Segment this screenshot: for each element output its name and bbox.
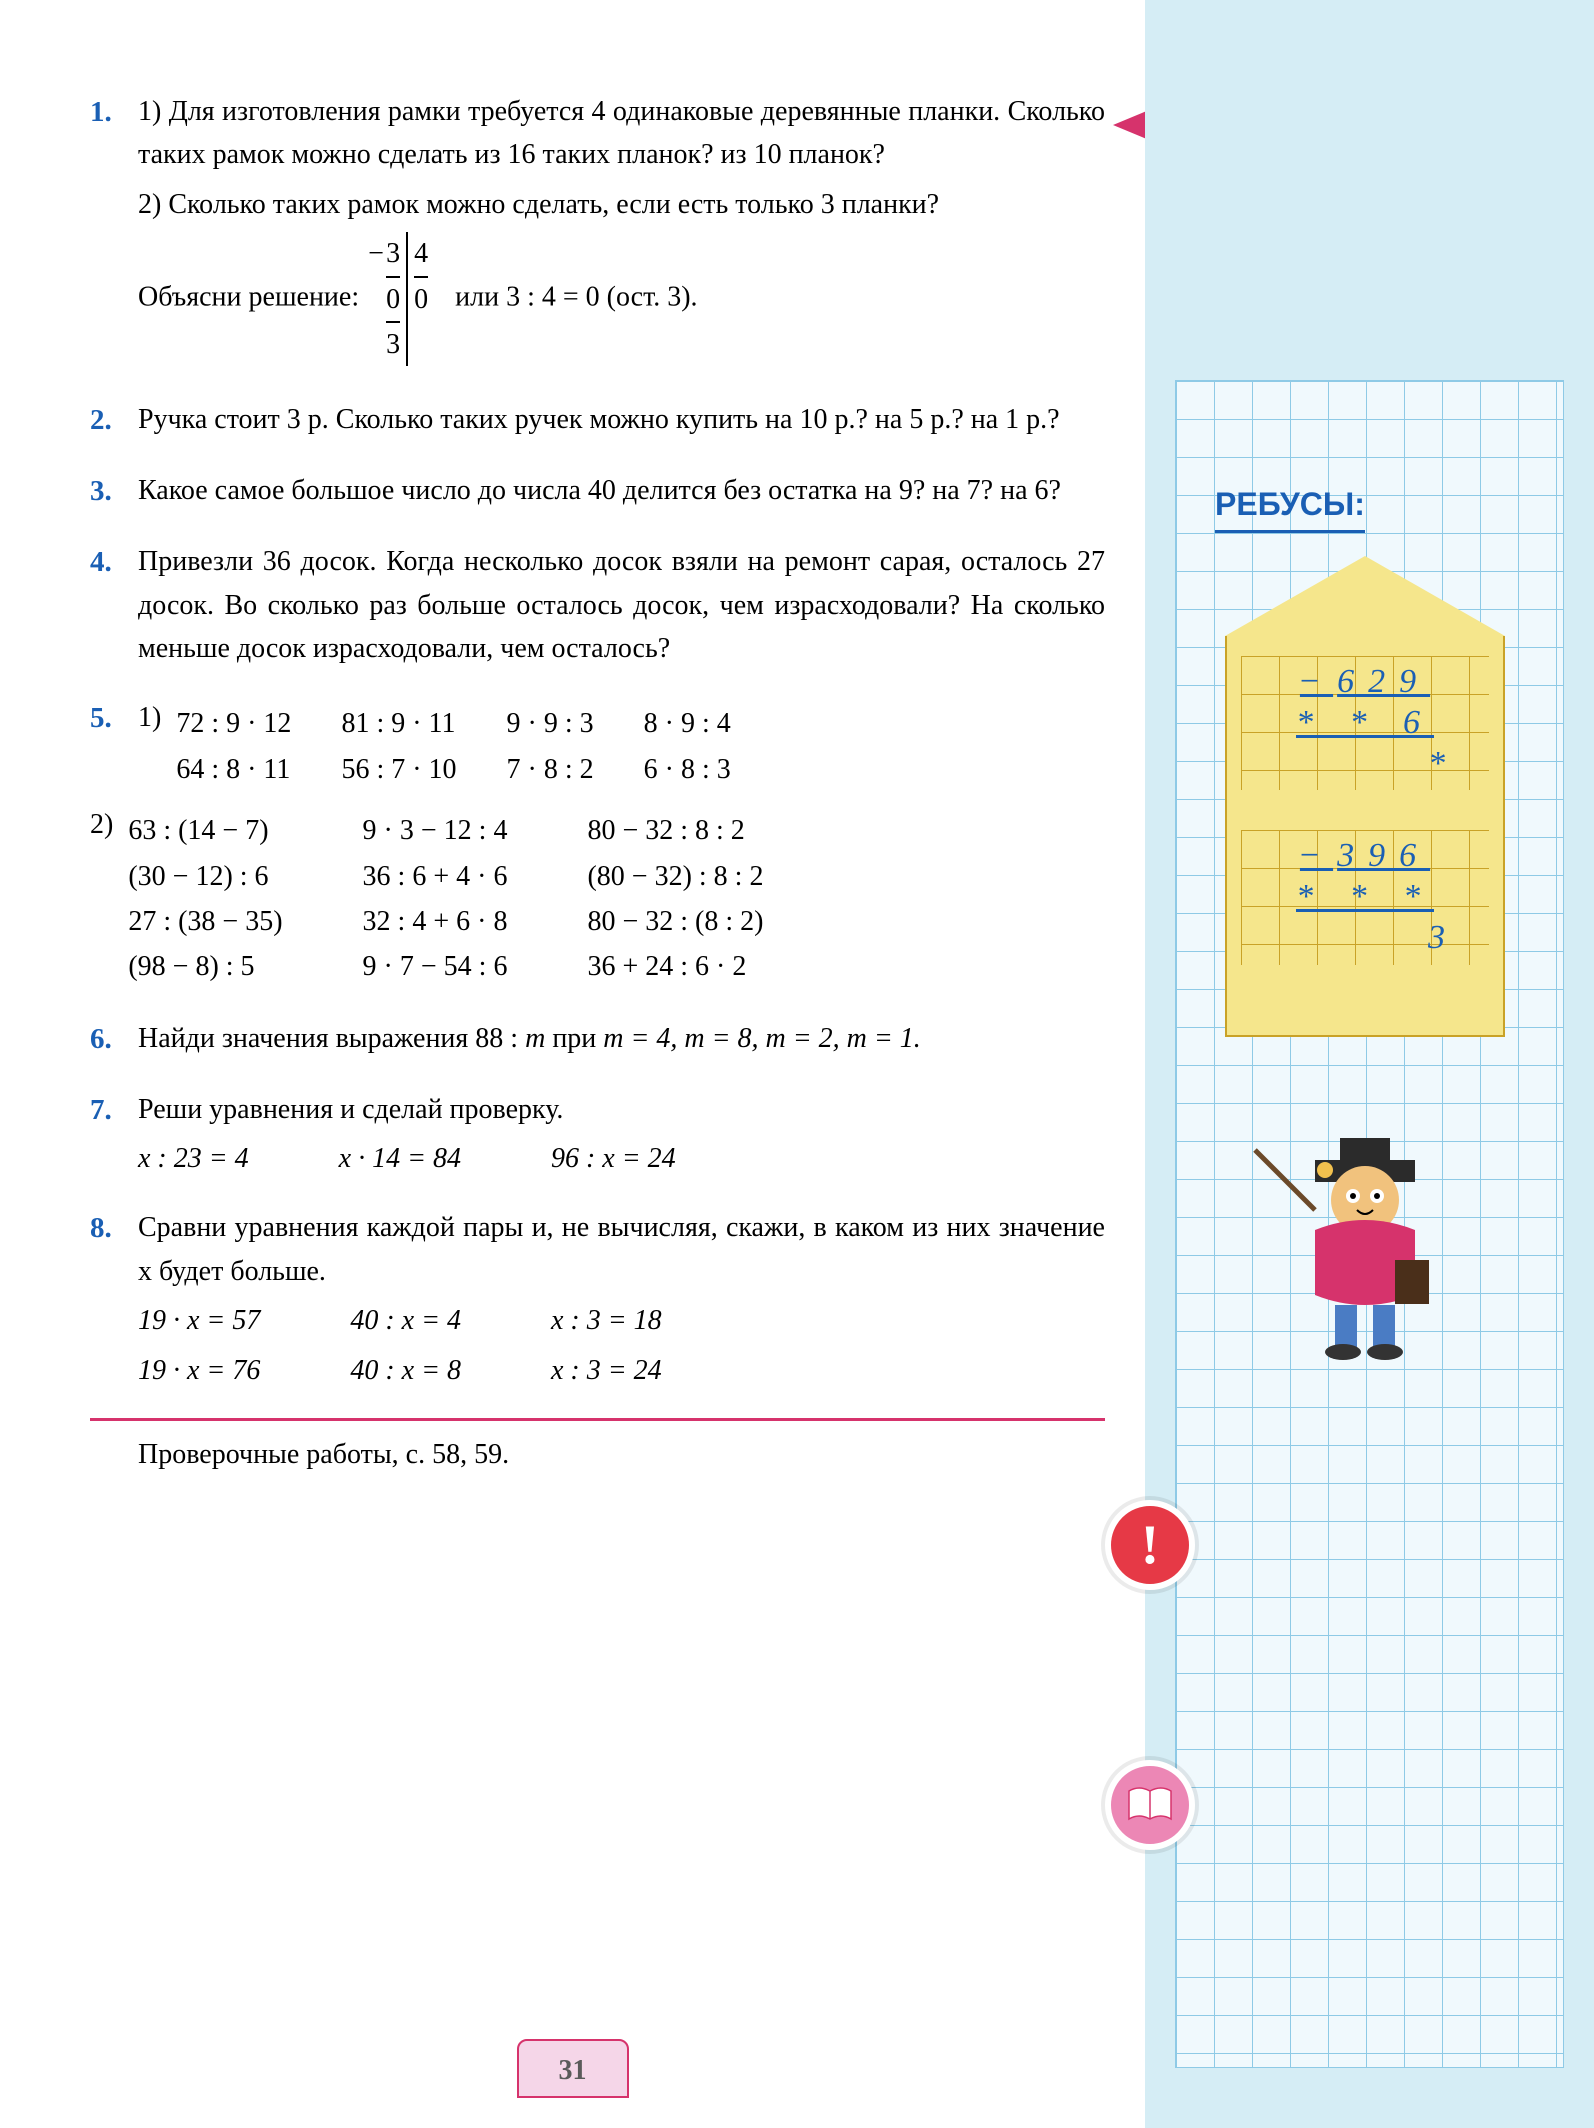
exercise-body: Привезли 36 досок. Когда несколько досок…	[138, 540, 1105, 670]
exercise-text: 1) Для изготовления рамки требуется 4 од…	[138, 90, 1105, 177]
exercise-8: 8. Сравни уравнения каждой пары и, не вы…	[90, 1206, 1105, 1392]
book-icon	[1105, 1760, 1195, 1850]
exercise-2: 2. Ручка стоит 3 р. Сколько таких ручек …	[90, 398, 1105, 443]
rebus-title: РЕБУСЫ:	[1215, 480, 1365, 533]
exercise-text: Объясни решение: 3 0 3 4 0 или 3 : 4 = 0…	[138, 232, 1105, 366]
exercise-number: 1.	[90, 90, 138, 372]
equation-row: 19 · x = 57 40 : x = 4 x : 3 = 18	[138, 1299, 1105, 1342]
long-division: 3 0 3 4 0	[386, 232, 428, 366]
exercise-number: 7.	[90, 1088, 138, 1181]
sidebar: РЕБУСЫ: 629 * * 6 * 396 * * * 3	[1145, 0, 1594, 2128]
exercise-number: 6.	[90, 1017, 138, 1062]
alert-icon: !	[1105, 1500, 1195, 1590]
pencil-body: 629 * * 6 * 396 * * * 3	[1225, 636, 1505, 1037]
exercise-body: 1) Для изготовления рамки требуется 4 од…	[138, 90, 1105, 372]
rebus-1: 629 * * 6 *	[1241, 656, 1489, 790]
math-grid-1: 72 : 9 · 1264 : 8 · 11 81 : 9 · 1156 : 7…	[176, 702, 730, 793]
exercise-6: 6. Найди значения выражения 88 : m при m…	[90, 1017, 1105, 1062]
page-number: 31	[517, 2039, 629, 2098]
rebus-2: 396 * * * 3	[1241, 830, 1489, 964]
pencil-tip-icon	[1225, 556, 1505, 636]
exercise-number: 4.	[90, 540, 138, 670]
rebus-pencil: 629 * * 6 * 396 * * * 3	[1225, 556, 1505, 1037]
equation-row: x : 23 = 4 x · 14 = 84 96 : x = 24	[138, 1137, 1105, 1180]
inline-math: или 3 : 4 = 0 (ост. 3).	[455, 282, 697, 313]
exercise-3: 3. Какое самое большое число до числа 40…	[90, 469, 1105, 514]
exercise-number: 2.	[90, 398, 138, 443]
exercise-body: Найди значения выражения 88 : m при m = …	[138, 1017, 1105, 1062]
math-grid-2: 2) 63 : (14 − 7) (30 − 12) : 6 27 : (38 …	[90, 803, 1105, 991]
exercise-number: 3.	[90, 469, 138, 514]
exercise-5: 5. 1) 72 : 9 · 1264 : 8 · 11 81 : 9 · 11…	[90, 696, 1105, 990]
footer-note: Проверочные работы, с. 58, 59.	[138, 1433, 1105, 1476]
equation-row: 19 · x = 76 40 : x = 8 x : 3 = 24	[138, 1349, 1105, 1392]
exercise-body: Сравни уравнения каждой пары и, не вычис…	[138, 1206, 1105, 1392]
exercise-body: Какое самое большое число до числа 40 де…	[138, 469, 1105, 514]
exercise-1: 1. 1) Для изготовления рамки требуется 4…	[90, 90, 1105, 372]
exercise-4: 4. Привезли 36 досок. Когда несколько до…	[90, 540, 1105, 670]
exercise-7: 7. Реши уравнения и сделай проверку. x :…	[90, 1088, 1105, 1181]
exercise-body: 1) 72 : 9 · 1264 : 8 · 11 81 : 9 · 1156 …	[138, 696, 1105, 990]
main-column: 1. 1) Для изготовления рамки требуется 4…	[0, 0, 1145, 2128]
exercise-text: 2) Сколько таких рамок можно сделать, ес…	[138, 183, 1105, 226]
exercise-number: 8.	[90, 1206, 138, 1392]
exercise-body: Реши уравнения и сделай проверку. x : 23…	[138, 1088, 1105, 1181]
teacher-character-icon	[1245, 1120, 1465, 1360]
textbook-page: 1. 1) Для изготовления рамки требуется 4…	[0, 0, 1594, 2128]
exercise-body: Ручка стоит 3 р. Сколько таких ручек мож…	[138, 398, 1105, 443]
section-divider	[90, 1418, 1105, 1421]
